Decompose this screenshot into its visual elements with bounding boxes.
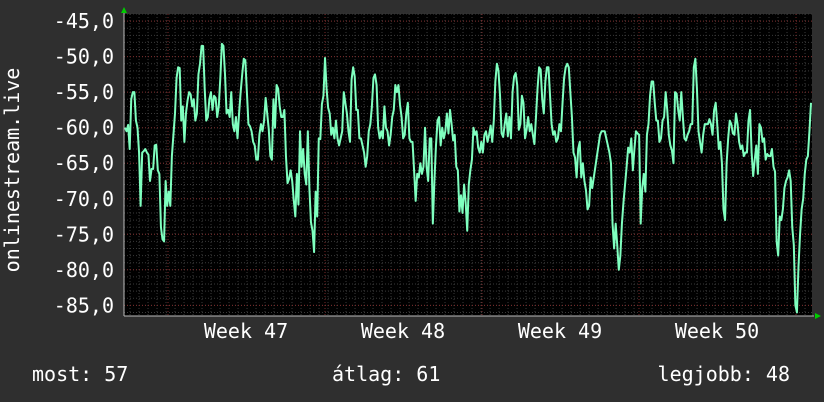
best-value: legjobb: 48 <box>657 362 790 386</box>
series-layer <box>124 42 812 314</box>
y-axis-arrow-icon <box>121 7 127 13</box>
x-tick-label: Week 50 <box>675 319 759 343</box>
y-tick-label: -80,0 <box>54 258 114 282</box>
stats-footer: most: 57 átlag: 61 legjobb: 48 <box>0 362 824 392</box>
current-value: most: 57 <box>32 362 129 386</box>
x-tick-label: Week 47 <box>204 319 288 343</box>
y-tick-label: -85,0 <box>54 293 114 317</box>
y-tick-label: -55,0 <box>54 80 114 104</box>
line-chart: -45,0 -50,0 -55,0 -60,0 -65,0 -70,0 -75,0 -80,0… <box>0 7 821 343</box>
y-tick-label: -45,0 <box>54 9 114 33</box>
y-tick-label: -60,0 <box>54 116 114 140</box>
x-tick-label: Week 48 <box>361 319 445 343</box>
x-tick-label: Week 49 <box>518 319 602 343</box>
y-tick-label: -70,0 <box>54 187 114 211</box>
axes <box>121 7 821 319</box>
y-tick-label: -75,0 <box>54 222 114 246</box>
y-axis-ticks: -45,0 -50,0 -55,0 -60,0 -65,0 -70,0 -75,0 -80,0… <box>54 9 114 317</box>
series-line <box>124 42 812 314</box>
plot-area <box>124 14 812 316</box>
average-value: átlag: 61 <box>332 362 441 386</box>
x-axis-ticks: Week 47 Week 48 Week 49 Week 50 <box>204 319 759 343</box>
y-tick-label: -65,0 <box>54 151 114 175</box>
x-axis-arrow-icon <box>815 313 821 319</box>
y-axis-label: onlinestream.live <box>0 68 24 273</box>
y-tick-label: -50,0 <box>54 45 114 69</box>
